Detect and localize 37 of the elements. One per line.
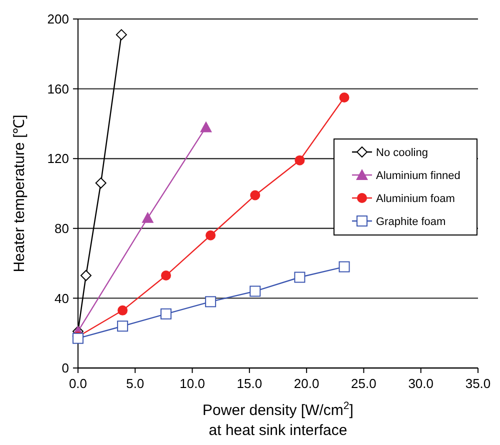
- point: [95, 178, 106, 189]
- point: [200, 121, 212, 132]
- x-tick-label: 5.0: [126, 376, 144, 391]
- x-tick-label: 35.0: [465, 376, 491, 391]
- y-tick-label: 0: [62, 360, 69, 376]
- x-tick-label: 15.0: [236, 376, 262, 391]
- legend-label: Graphite foam: [376, 216, 446, 228]
- x-tick-label: 0.0: [68, 376, 88, 391]
- x-tick-label: 30.0: [408, 376, 434, 391]
- point: [142, 212, 154, 223]
- point: [116, 29, 127, 40]
- point: [250, 286, 261, 297]
- x-tick-label: 25.0: [351, 376, 376, 391]
- point: [118, 305, 128, 316]
- point: [205, 296, 216, 308]
- point: [160, 308, 172, 320]
- x-tick-label: 20.0: [294, 376, 320, 391]
- legend-label: No cooling: [376, 146, 428, 159]
- point: [339, 92, 350, 103]
- y-tick-label: 160: [47, 81, 69, 96]
- y-tick-label: 120: [47, 151, 69, 166]
- y-tick-label: 40: [54, 290, 69, 306]
- point: [250, 190, 260, 200]
- point: [206, 230, 216, 240]
- point: [80, 270, 92, 282]
- point: [117, 320, 128, 332]
- legend-label: Aluminium finned: [376, 170, 460, 182]
- point: [294, 155, 305, 166]
- y-tick-label: 200: [47, 12, 69, 27]
- y-axis-title: Heater temperature [℃]: [11, 114, 28, 272]
- y-tick-label: 80: [54, 220, 69, 236]
- point: [294, 272, 306, 283]
- point: [338, 261, 350, 272]
- legend-label: Aluminium foam: [376, 192, 455, 205]
- point: [161, 270, 171, 281]
- x-axis-title: Power density [W/cm$^{2}$] at heat sink interface: [202, 400, 354, 439]
- x-tick-label: 10.0: [180, 376, 205, 391]
